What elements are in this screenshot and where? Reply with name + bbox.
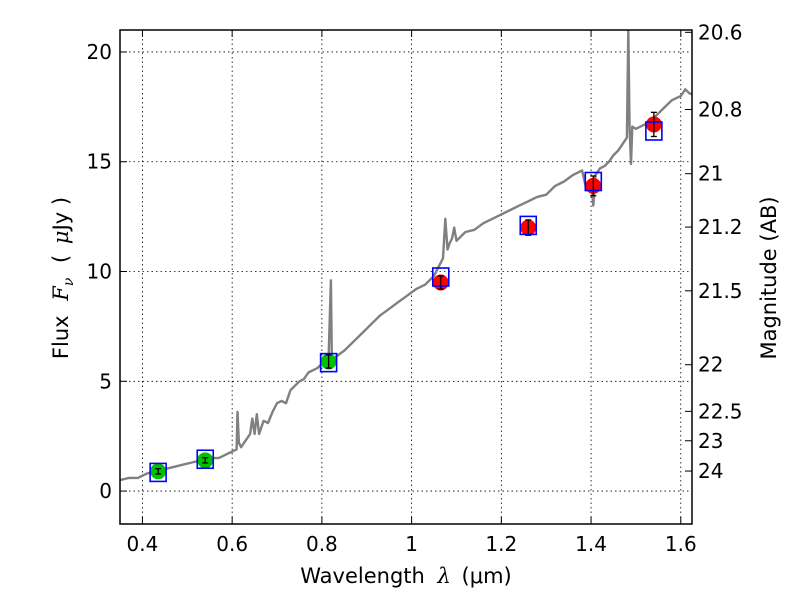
model-photometry-square	[519, 215, 538, 236]
axis-ticks: 0.4 0.6 0.8 1 1.2 1.4 1.6 0 5 10 15 20 20.6 20.8 21 21.…	[87, 20, 743, 556]
magnitude-tick-label: 23	[698, 429, 723, 453]
model-spectrum	[120, 30, 692, 482]
model-photometry-square	[431, 267, 450, 287]
y-tick-label: 10	[87, 260, 112, 284]
y-tick-label: 20	[87, 40, 112, 64]
magnitude-tick-label: 22	[698, 353, 723, 377]
x-tick-label: 0.4	[127, 532, 159, 556]
magnitude-tick-label: 24	[698, 459, 723, 483]
magnitude-axis-label: Magnitude (AB)	[757, 196, 781, 359]
x-tick-label: 1.4	[575, 532, 607, 556]
model-spectrum-line	[120, 30, 692, 482]
x-tick-label: 1.6	[665, 532, 697, 556]
x-tick-label: 1.2	[485, 532, 517, 556]
magnitude-tick-label: 20.8	[698, 97, 743, 121]
model-photometry-square	[584, 171, 603, 192]
x-tick-label: 1	[405, 532, 418, 556]
x-axis-label: Wavelength λ (μm)	[300, 564, 511, 588]
magnitude-tick-label: 21.5	[698, 279, 743, 303]
magnitude-tick-label: 21	[698, 162, 723, 186]
magnitude-tick-label: 21.2	[698, 215, 743, 239]
plot-frame	[119, 29, 693, 525]
x-tick-label: 0.6	[216, 532, 248, 556]
x-tick-label: 0.8	[306, 532, 338, 556]
magnitude-tick-label: 22.5	[698, 399, 743, 423]
model-photometry-square	[196, 449, 215, 470]
y-tick-label: 0	[99, 479, 112, 503]
y-tick-label: 15	[87, 150, 112, 174]
model-photometry-square	[319, 352, 338, 373]
model-photometry-square	[149, 462, 167, 483]
model-photometry-square	[645, 121, 663, 141]
y-axis-label: Flux Fν ( μJy )	[49, 197, 78, 359]
magnitude-tick-label: 20.6	[698, 20, 743, 44]
grid-lines	[120, 30, 692, 524]
data-markers	[149, 111, 663, 483]
y-tick-label: 5	[99, 369, 112, 393]
